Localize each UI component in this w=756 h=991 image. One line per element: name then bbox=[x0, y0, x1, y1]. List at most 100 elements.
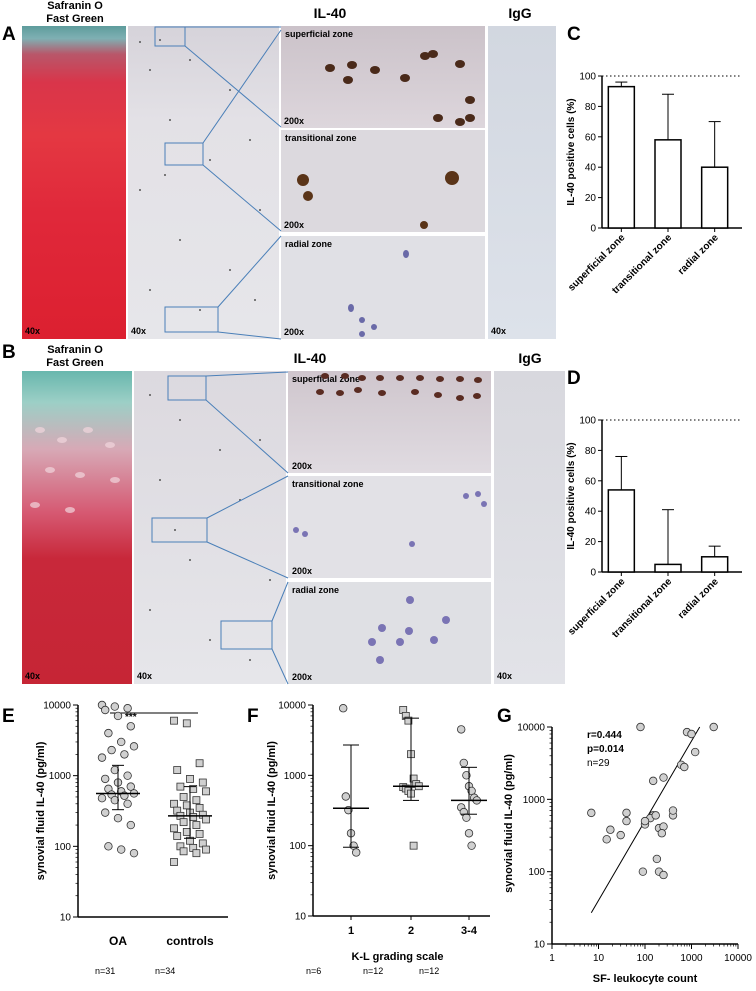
data-point bbox=[341, 792, 350, 801]
chart-f: 10 100 1000 10000 1 2 3-4 K-L grading scale syno… bbox=[266, 701, 490, 963]
bar bbox=[700, 556, 729, 573]
cells-superficial-b bbox=[316, 373, 482, 401]
data-point bbox=[100, 705, 110, 715]
cells-radial-b bbox=[368, 596, 450, 664]
data-point bbox=[659, 773, 668, 782]
panel-label-c: C bbox=[567, 24, 581, 45]
x-category-label: 3-4 bbox=[461, 925, 478, 937]
mag-low-label: 40x bbox=[25, 326, 41, 336]
data-point bbox=[202, 815, 210, 824]
data-point bbox=[640, 816, 650, 826]
y-tick-label: 1000 bbox=[49, 771, 72, 782]
data-point bbox=[652, 854, 662, 864]
mag-high-label: 200x bbox=[284, 327, 305, 337]
data-point bbox=[659, 870, 668, 880]
mag-high-label: 200x bbox=[292, 461, 313, 471]
data-point bbox=[638, 867, 648, 876]
data-point bbox=[182, 828, 191, 836]
x-tick-label: 10 bbox=[593, 953, 605, 964]
panel-label-f: F bbox=[247, 706, 259, 727]
mag-low-label: 40x bbox=[25, 671, 41, 681]
data-point bbox=[462, 813, 471, 822]
zoom-image-superficial-a: superficial zone 200x bbox=[281, 26, 485, 128]
data-point bbox=[622, 808, 631, 818]
data-point bbox=[195, 759, 204, 768]
count-kl2: n=12 bbox=[363, 966, 384, 976]
x-tick-label: 100 bbox=[637, 953, 654, 964]
y-axis-label: synovial fluid IL-40 (pg/ml) bbox=[266, 741, 278, 880]
mag-low-label: 40x bbox=[497, 671, 513, 681]
y-tick-label: 60 bbox=[585, 476, 597, 487]
zone-label: radial zone bbox=[292, 585, 340, 595]
data-point bbox=[170, 824, 178, 833]
safranin-title-b: Safranin O Fast Green bbox=[22, 344, 128, 370]
data-point bbox=[195, 803, 204, 812]
panel-label-g: G bbox=[497, 706, 512, 727]
y-tick-label: 10 bbox=[60, 913, 72, 924]
y-tick-label: 10000 bbox=[278, 701, 306, 712]
y-tick-label: 10000 bbox=[517, 723, 545, 734]
data-point bbox=[104, 842, 113, 851]
data-point bbox=[404, 716, 413, 725]
data-point bbox=[622, 816, 631, 826]
data-point bbox=[97, 753, 107, 762]
mag-high-label: 200x bbox=[292, 566, 313, 576]
safranin-title-line1: Safranin O bbox=[47, 344, 103, 356]
data-point bbox=[189, 813, 198, 821]
stat-r: r=0.444 bbox=[587, 730, 622, 741]
data-point bbox=[616, 830, 625, 840]
data-point bbox=[182, 801, 191, 810]
data-point bbox=[186, 775, 194, 783]
tissue-overlay-a bbox=[139, 26, 475, 340]
data-point bbox=[195, 829, 204, 838]
data-point bbox=[202, 845, 210, 854]
y-axis-label: IL-40 positive cells (%) bbox=[566, 442, 577, 549]
cells-radial-a bbox=[348, 250, 409, 337]
y-axis-label: synovial fluid IL-40 (pg/ml) bbox=[35, 741, 47, 880]
data-point bbox=[636, 722, 645, 732]
y-tick-label: 60 bbox=[585, 132, 597, 143]
data-point bbox=[170, 799, 178, 808]
data-point bbox=[116, 737, 126, 747]
panel-label-b: B bbox=[2, 342, 16, 363]
data-point bbox=[100, 774, 110, 784]
data-point bbox=[351, 848, 361, 857]
data-point bbox=[690, 747, 700, 757]
data-point bbox=[113, 711, 123, 721]
stat-n: n=29 bbox=[587, 758, 610, 769]
data-point bbox=[126, 820, 135, 830]
safranin-image-b: 40x bbox=[22, 371, 132, 684]
x-tick-label: 10000 bbox=[724, 953, 752, 964]
panel-label-d: D bbox=[567, 368, 581, 389]
il40-lowpower-image-b: 40x bbox=[134, 371, 286, 684]
bar bbox=[607, 489, 636, 573]
x-tick-label: 1000 bbox=[680, 953, 703, 964]
igg-image-b: 40x bbox=[494, 371, 565, 684]
zoom-boxes-b bbox=[151, 371, 289, 685]
safranin-title-a: Safranin O Fast Green bbox=[22, 0, 128, 26]
count-kl1: n=6 bbox=[306, 966, 322, 976]
y-tick-label: 20 bbox=[585, 193, 597, 204]
safranin-image-a: 40x bbox=[22, 26, 126, 339]
cells-superficial-a bbox=[325, 50, 475, 126]
data-point bbox=[110, 795, 119, 805]
mag-high-label: 200x bbox=[284, 220, 305, 230]
mag-low-label: 40x bbox=[491, 326, 507, 336]
data-point bbox=[110, 702, 119, 711]
bar bbox=[654, 139, 682, 229]
data-point bbox=[192, 849, 201, 858]
y-tick-label: 10000 bbox=[43, 701, 71, 712]
data-point bbox=[129, 848, 139, 858]
il40-lowpower-image-a: 40x bbox=[128, 26, 279, 339]
count-kl34: n=12 bbox=[419, 966, 440, 976]
data-point bbox=[170, 716, 178, 725]
data-point bbox=[587, 808, 596, 818]
data-point bbox=[657, 829, 667, 838]
stat-p: p=0.014 bbox=[587, 744, 624, 755]
panel-label-a: A bbox=[2, 24, 16, 45]
y-tick-label: 0 bbox=[590, 568, 596, 579]
data-point bbox=[129, 742, 139, 751]
x-category-label: 2 bbox=[408, 925, 414, 937]
cells-transitional-a bbox=[297, 171, 459, 229]
